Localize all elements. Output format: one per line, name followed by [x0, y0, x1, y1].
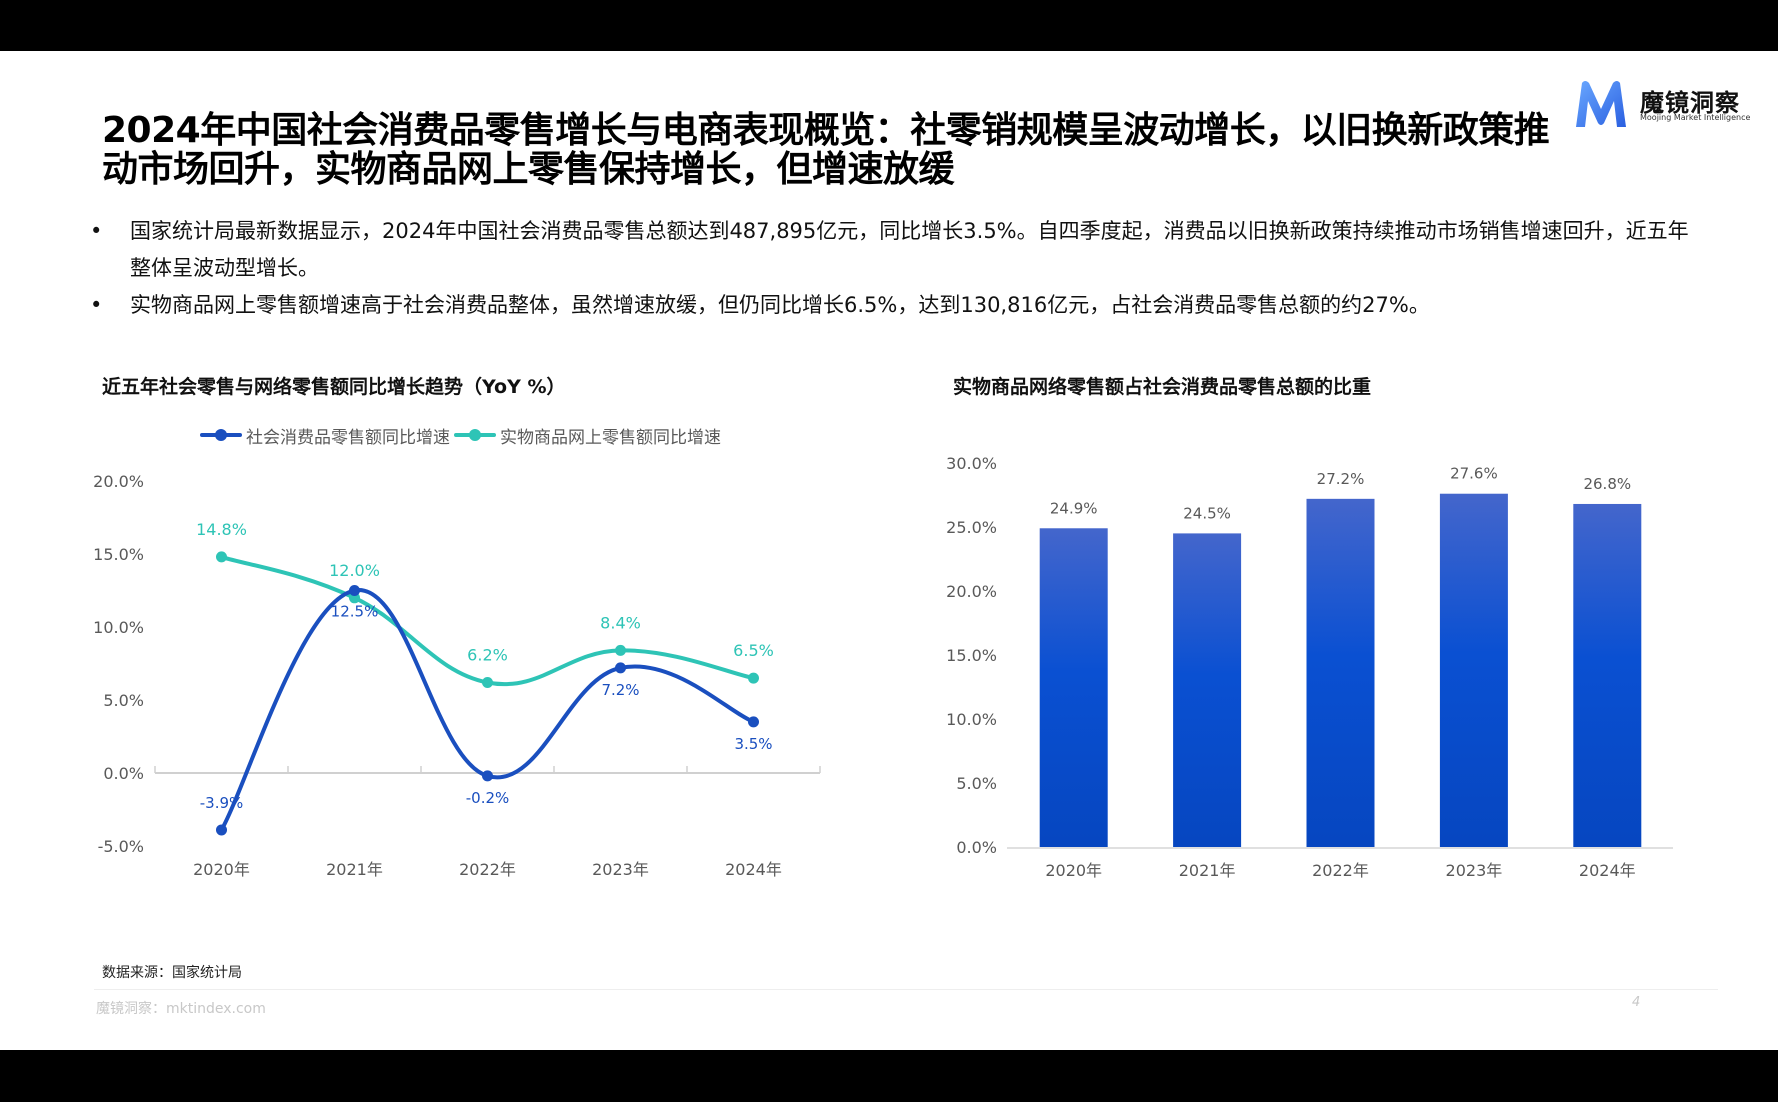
x-tick-label: 2023年 [592, 860, 649, 879]
x-tick-label: 2021年 [1179, 861, 1236, 880]
data-point[interactable] [615, 662, 626, 674]
data-point[interactable] [482, 676, 493, 688]
x-tick-label: 2022年 [459, 860, 516, 879]
data-label: 24.9% [1050, 499, 1098, 517]
data-label: 27.2% [1317, 470, 1365, 488]
data-label: 24.5% [1183, 504, 1231, 522]
x-tick-label: 2021年 [326, 860, 383, 879]
legend-label: 实物商品网上零售额同比增速 [500, 427, 721, 448]
bullet-item: • 国家统计局最新数据显示，2024年中国社会消费品零售总额达到487,895亿… [84, 213, 1704, 287]
data-point[interactable] [216, 551, 227, 563]
y-tick-label: 5.0% [956, 774, 997, 793]
m-logo-icon [1576, 81, 1626, 127]
bullet-item: • 实物商品网上零售额增速高于社会消费品整体，虽然增速放缓，但仍同比增长6.5%… [84, 287, 1704, 324]
footer-divider [94, 989, 1718, 990]
data-point[interactable] [748, 716, 759, 728]
brand-logo: 魔镜洞察 Moojing Market Intelligence [1572, 79, 1772, 129]
data-label: 12.5% [331, 603, 379, 621]
data-label: 27.6% [1450, 465, 1498, 483]
line-chart: 20.0% 15.0% 10.0% 5.0% 0.0% -5.0% 2020年 2021年 20… [93, 472, 821, 879]
data-label: -0.2% [466, 789, 510, 807]
logo-cn-text: 魔镜洞察 [1640, 89, 1740, 117]
data-label: 6.2% [467, 645, 508, 664]
legend-swatch-online [454, 429, 496, 441]
y-tick-label: 10.0% [946, 710, 997, 729]
data-label: 6.5% [733, 641, 774, 660]
data-point[interactable] [216, 824, 227, 836]
bullet-dot: • [90, 293, 103, 317]
line-chart-legend: 社会消费品零售额同比增速 实物商品网上零售额同比增速 [200, 423, 725, 448]
legend-item-social[interactable]: 社会消费品零售额同比增速 [200, 423, 450, 448]
data-label: -3.9% [200, 794, 244, 812]
legend-label: 社会消费品零售额同比增速 [246, 427, 450, 448]
y-tick-label: 20.0% [93, 472, 144, 491]
bar[interactable] [1039, 528, 1108, 847]
social-retail-line [219, 588, 756, 832]
legend-swatch-social [200, 429, 242, 441]
summary-bullets: • 国家统计局最新数据显示，2024年中国社会消费品零售总额达到487,895亿… [84, 213, 1704, 324]
data-point[interactable] [748, 672, 759, 684]
y-tick-label: 15.0% [93, 545, 144, 564]
bullet-text: 实物商品网上零售额增速高于社会消费品整体，虽然增速放缓，但仍同比增长6.5%，达… [130, 293, 1430, 317]
line-chart-title: 近五年社会零售与网络零售额同比增长趋势（YoY %） [102, 376, 566, 398]
y-tick-label: 10.0% [93, 618, 144, 637]
x-tick-label: 2024年 [725, 860, 782, 879]
y-tick-label: 30.0% [946, 454, 997, 473]
data-point[interactable] [349, 585, 360, 596]
bar-chart-title: 实物商品网络零售额占社会消费品零售总额的比重 [953, 376, 1372, 398]
legend-item-online[interactable]: 实物商品网上零售额同比增速 [454, 423, 721, 448]
y-tick-label: 0.0% [956, 838, 997, 857]
data-source: 数据来源：国家统计局 [102, 965, 242, 981]
data-point[interactable] [482, 770, 493, 782]
y-tick-label: 0.0% [103, 764, 144, 783]
bullet-dot: • [90, 219, 103, 243]
bar-chart: 30.0% 25.0% 20.0% 15.0% 10.0% 5.0% 0.0% 24.9% 20… [946, 454, 1673, 880]
y-tick-label: 25.0% [946, 518, 997, 537]
footer-brand-link[interactable]: 魔镜洞察：mktindex.com [96, 1001, 266, 1017]
page-title: 2024年中国社会消费品零售增长与电商表现概览：社零销规模呈波动增长，以旧换新政… [102, 110, 1550, 190]
page-number: 4 [1632, 995, 1641, 1010]
bar[interactable] [1306, 498, 1375, 847]
online-retail-line [219, 554, 756, 687]
y-tick-label: 5.0% [103, 691, 144, 710]
bar[interactable] [1439, 493, 1508, 847]
data-point[interactable] [615, 644, 626, 656]
logo-en-text: Moojing Market Intelligence [1640, 113, 1751, 122]
data-label: 26.8% [1583, 475, 1631, 493]
data-label: 3.5% [734, 735, 772, 753]
y-tick-label: 15.0% [946, 646, 997, 665]
x-tick-label: 2020年 [193, 860, 250, 879]
x-tick-label: 2020年 [1045, 861, 1102, 880]
data-label: 14.8% [196, 520, 247, 539]
bar[interactable] [1573, 503, 1642, 847]
bar[interactable] [1173, 533, 1242, 847]
x-tick-label: 2024年 [1579, 861, 1636, 880]
slide: 2024年中国社会消费品零售增长与电商表现概览：社零销规模呈波动增长，以旧换新政… [0, 51, 1778, 1050]
x-tick-label: 2022年 [1312, 861, 1369, 880]
y-tick-label: 20.0% [946, 582, 997, 601]
x-tick-label: 2023年 [1446, 861, 1503, 880]
bullet-text: 国家统计局最新数据显示，2024年中国社会消费品零售总额达到487,895亿元，… [130, 219, 1689, 280]
data-label: 7.2% [601, 681, 639, 699]
data-label: 8.4% [600, 613, 641, 632]
data-label: 12.0% [329, 561, 380, 580]
y-tick-label: -5.0% [98, 837, 144, 856]
